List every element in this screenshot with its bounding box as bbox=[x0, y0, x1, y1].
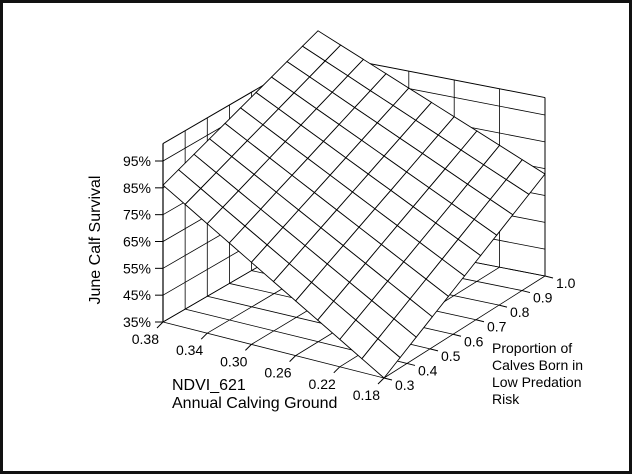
y-axis-title: Calves Born in bbox=[492, 357, 583, 373]
x-tick-label: 0.18 bbox=[353, 387, 380, 403]
z-tick-label: 75% bbox=[123, 207, 151, 223]
surface-cell bbox=[361, 338, 401, 379]
y-tick-label: 0.4 bbox=[418, 362, 438, 378]
y-tick-mark bbox=[383, 377, 393, 381]
y-tick-mark bbox=[475, 319, 485, 323]
z-tick-label: 85% bbox=[123, 180, 151, 196]
z-tick-label: 45% bbox=[123, 287, 151, 303]
x-tick-mark bbox=[245, 344, 252, 351]
x-tick-label: 0.38 bbox=[132, 331, 159, 347]
z-tick-label: 55% bbox=[123, 260, 151, 276]
z-axis-title: June Calf Survival bbox=[87, 176, 104, 305]
y-tick-label: 0.7 bbox=[487, 319, 507, 335]
y-tick-mark bbox=[429, 348, 439, 352]
z-tick-label: 35% bbox=[123, 314, 151, 330]
y-tick-mark bbox=[452, 333, 462, 337]
y-tick-mark bbox=[498, 304, 508, 308]
y-tick-label: 0.9 bbox=[533, 290, 553, 306]
y-tick-mark bbox=[406, 362, 416, 366]
tick-labels: 35% 45% 55% 65% 75% 85% 95% 0.38 0.34 0.30 0.26 0.2… bbox=[123, 153, 576, 403]
floor-grid-line bbox=[162, 321, 385, 379]
y-tick-label: 0.5 bbox=[441, 348, 461, 364]
y-tick-label: 0.6 bbox=[464, 333, 484, 349]
x-tick-label: 0.30 bbox=[220, 353, 247, 369]
z-tick-label: 65% bbox=[123, 234, 151, 250]
x-tick-label: 0.22 bbox=[309, 376, 336, 392]
x-tick-mark bbox=[377, 377, 385, 385]
y-tick-label: 0.3 bbox=[395, 377, 415, 393]
x-tick-label: 0.26 bbox=[264, 365, 291, 381]
y-axis-title: Proportion of bbox=[492, 340, 572, 356]
x-tick-mark bbox=[156, 321, 164, 329]
x-axis-title: NDVI_621 bbox=[172, 377, 246, 394]
x-tick-label: 0.34 bbox=[176, 342, 203, 358]
x-tick-mark bbox=[333, 366, 341, 374]
y-tick-mark bbox=[544, 275, 554, 279]
y-axis-title: Risk bbox=[492, 391, 520, 407]
x-tick-mark bbox=[200, 332, 208, 340]
y-axis-title: Low Predation bbox=[492, 374, 582, 390]
z-tick-label: 95% bbox=[123, 153, 151, 169]
y-tick-mark bbox=[521, 290, 531, 294]
y-tick-label: 1.0 bbox=[556, 275, 576, 291]
x-tick-mark bbox=[289, 355, 296, 362]
y-tick-label: 0.8 bbox=[510, 304, 530, 320]
x-axis-title: Annual Calving Ground bbox=[172, 395, 337, 412]
floor-grid-line bbox=[383, 275, 546, 379]
surface-mesh bbox=[162, 30, 546, 379]
